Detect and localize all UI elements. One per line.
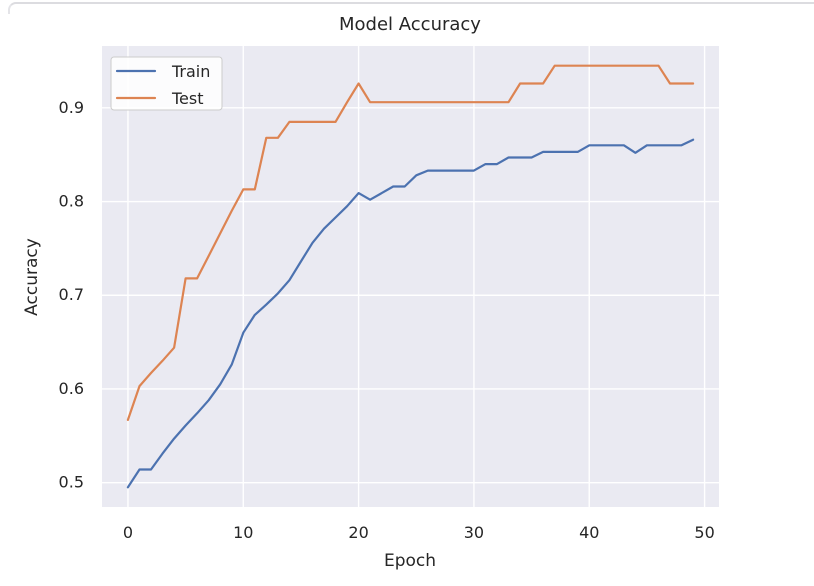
series-line-test [126, 64, 695, 421]
legend-label-test: Test [171, 89, 204, 108]
axes-background [102, 46, 719, 507]
x-tick-label: 10 [233, 523, 253, 542]
x-tick-label: 0 [123, 523, 133, 542]
x-axis-label: Epoch [384, 551, 436, 571]
series-line-train [126, 138, 695, 489]
axes-area: 0 10 20 30 40 50 0.5 0.6 0.7 0.8 0.9 Train Test [59, 46, 719, 542]
x-tick-label: 50 [694, 523, 714, 542]
chart-title: Model Accuracy [339, 14, 481, 35]
x-tick-label: 30 [464, 523, 484, 542]
x-tick-label: 40 [579, 523, 599, 542]
x-tick-label: 20 [348, 523, 368, 542]
y-tick-label: 0.7 [59, 285, 84, 304]
y-tick-label: 0.5 [59, 473, 84, 492]
y-tick-label: 0.6 [59, 379, 84, 398]
y-tick-label: 0.8 [59, 192, 84, 211]
legend-label-train: Train [171, 62, 210, 81]
y-axis-label: Accuracy [22, 238, 42, 316]
y-tick-label: 0.9 [59, 98, 84, 117]
